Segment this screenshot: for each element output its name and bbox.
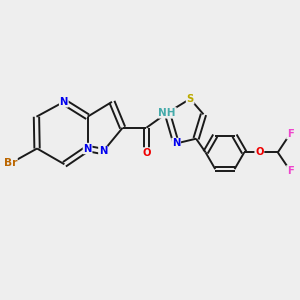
Text: N: N: [172, 139, 180, 148]
Text: N: N: [99, 146, 107, 157]
Text: S: S: [187, 94, 194, 104]
Text: O: O: [142, 148, 151, 158]
Text: F: F: [287, 166, 294, 176]
Text: Br: Br: [4, 158, 17, 168]
Text: NH: NH: [158, 108, 176, 118]
Text: O: O: [255, 147, 264, 158]
Text: F: F: [287, 129, 294, 139]
Text: N: N: [83, 143, 92, 154]
Text: N: N: [60, 97, 68, 107]
